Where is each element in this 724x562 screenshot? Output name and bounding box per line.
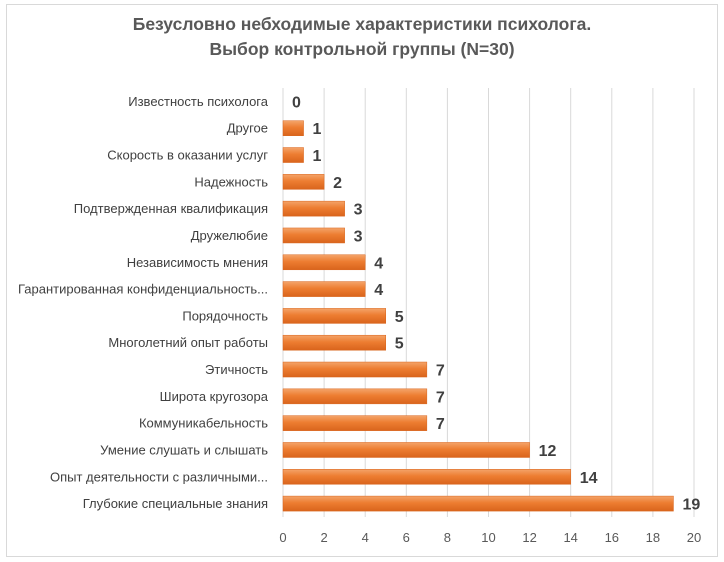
x-tick-label-14: 14	[563, 530, 577, 545]
data-label-7: 4	[374, 282, 383, 299]
x-tick-label-18: 18	[646, 530, 660, 545]
bar-5	[282, 227, 345, 244]
category-label-10: Этичность	[205, 362, 268, 377]
bars	[282, 120, 674, 512]
bar-9	[282, 334, 386, 351]
category-label-11: Широта кругозора	[160, 389, 269, 404]
x-tick-label-0: 0	[279, 530, 286, 545]
category-label-6: Независимость мнения	[127, 255, 268, 270]
category-label-9: Многолетний опыт работы	[108, 335, 268, 350]
bar-13	[282, 442, 530, 458]
x-tick-label-6: 6	[403, 530, 410, 545]
x-tick-label-20: 20	[687, 530, 701, 545]
data-label-15: 19	[682, 497, 700, 514]
chart-title-line-2: Выбор контрольной группы (N=30)	[209, 39, 515, 59]
bar-11	[282, 388, 428, 405]
data-label-8: 5	[395, 309, 404, 326]
category-label-7: Гарантированная конфиденциальность...	[18, 282, 268, 297]
category-labels: Известность психолога Другое Скорость в ок…	[18, 94, 269, 511]
data-label-10: 7	[436, 363, 445, 380]
data-label-4: 3	[354, 202, 363, 219]
category-label-14: Опыт деятельности с различными...	[50, 469, 268, 484]
data-label-2: 1	[313, 148, 322, 165]
chart-title: Безусловно небходимые характеристики пси…	[0, 12, 724, 62]
category-label-8: Порядочность	[182, 308, 268, 323]
category-label-4: Подтвержденная квалификация	[74, 201, 268, 216]
category-label-0: Известность психолога	[128, 94, 269, 109]
bar-1	[282, 120, 304, 136]
data-label-5: 3	[354, 228, 363, 245]
bar-10	[282, 361, 428, 378]
bar-7	[282, 281, 366, 297]
bar-14	[282, 469, 571, 485]
data-label-14: 14	[580, 470, 598, 487]
data-label-3: 2	[333, 175, 342, 192]
bar-12	[282, 415, 428, 431]
data-label-0: 0	[292, 94, 301, 111]
x-tick-label-16: 16	[605, 530, 619, 545]
bar-6	[282, 254, 366, 271]
bar-4	[282, 200, 345, 217]
category-label-5: Дружелюбие	[191, 228, 268, 243]
category-label-15: Глубокие специальные знания	[83, 496, 268, 511]
category-label-3: Надежность	[194, 174, 268, 189]
category-label-2: Скорость в оказании услуг	[107, 148, 268, 163]
x-tick-label-8: 8	[444, 530, 451, 545]
data-label-1: 1	[313, 121, 322, 138]
chart-frame	[6, 4, 718, 557]
category-label-12: Коммуникабельность	[139, 416, 268, 431]
x-tick-label-4: 4	[362, 530, 369, 545]
bar-15	[282, 495, 674, 512]
bar-2	[282, 147, 304, 163]
data-label-12: 7	[436, 416, 445, 433]
data-label-6: 4	[374, 255, 383, 272]
chart-title-line-1: Безусловно небходимые характеристики пси…	[132, 14, 592, 34]
category-label-13: Умение слушать и слышать	[100, 442, 268, 457]
bar-8	[282, 308, 386, 324]
data-label-11: 7	[436, 389, 445, 406]
x-tick-label-2: 2	[320, 530, 327, 545]
data-label-13: 12	[539, 443, 557, 460]
x-axis-tick-labels: 0 2 4 6 8 10 12 14 16 18 20	[279, 530, 701, 545]
data-label-9: 5	[395, 336, 404, 353]
x-tick-label-12: 12	[522, 530, 536, 545]
category-label-1: Другое	[227, 121, 268, 136]
bar-3	[282, 174, 325, 190]
x-tick-label-10: 10	[481, 530, 495, 545]
